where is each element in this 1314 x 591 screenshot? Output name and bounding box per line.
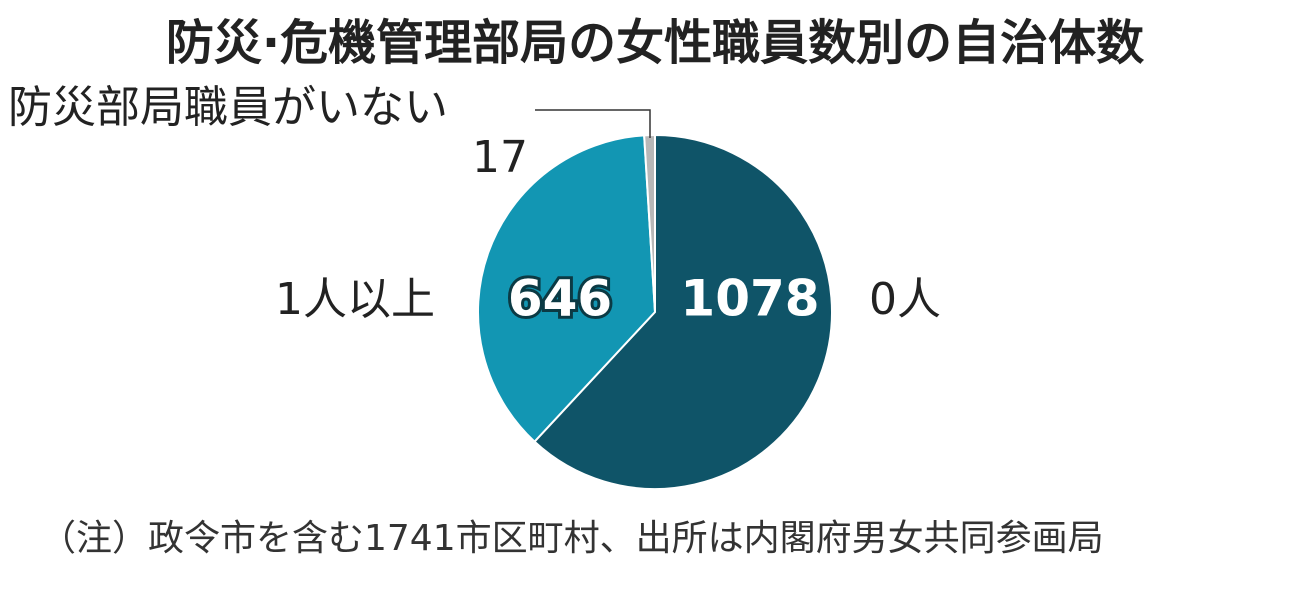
value-label: 1078 [680,270,819,328]
chart-title: 防災·危機管理部局の女性職員数別の自治体数 [166,15,1144,71]
leader-line [535,109,651,138]
pie-slice [533,133,833,490]
value-label: 646 [508,270,612,328]
pie-slice [477,134,657,444]
category-label: 防災部局職員がいない [8,82,448,133]
category-label: 0人 [869,274,941,325]
category-label: 1人以上 [275,274,435,325]
value-label: 17 [472,132,528,183]
chart-note: （注）政令市を含む1741市区町村、出所は内閣府男女共同参画局 [40,518,1104,559]
